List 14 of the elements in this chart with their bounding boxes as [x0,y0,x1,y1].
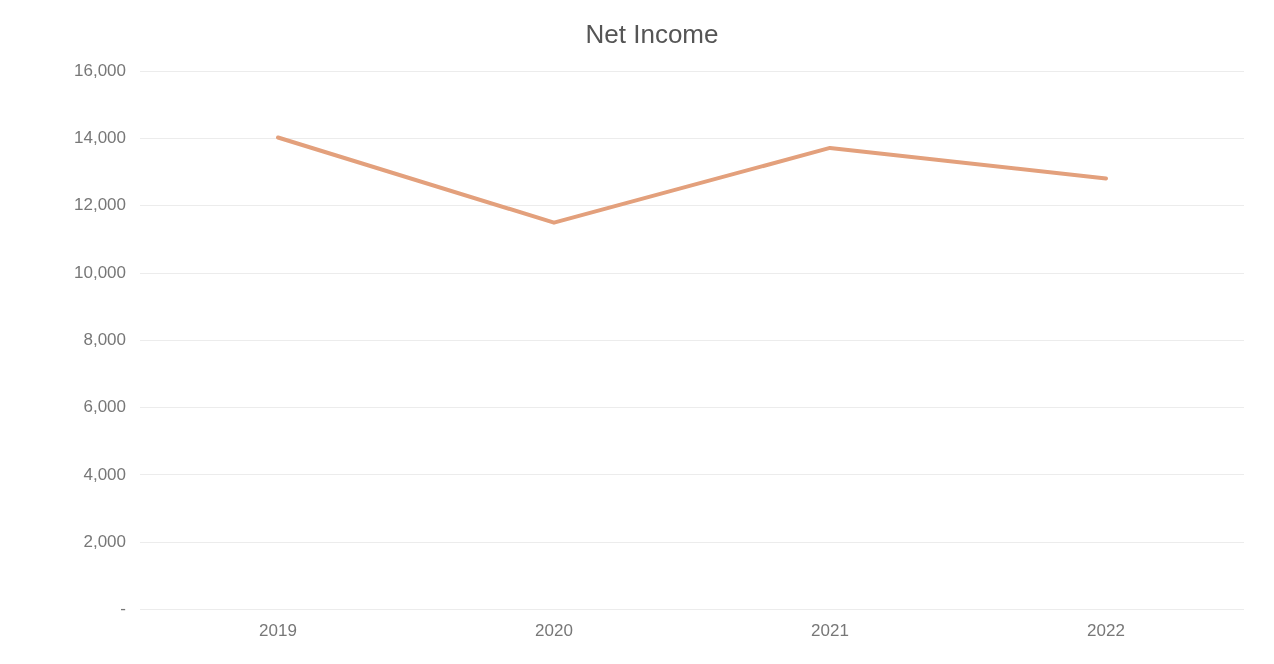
y-tick-label: 4,000 [83,464,126,484]
y-tick-label: 14,000 [74,128,126,148]
y-tick-label: 12,000 [74,195,126,215]
x-tick-label: 2021 [811,621,849,641]
x-tick-label: 2022 [1087,621,1125,641]
y-tick-label: 10,000 [74,262,126,282]
x-tick-label: 2019 [259,621,297,641]
y-tick-label: 2,000 [83,531,126,551]
chart-title: Net Income [585,18,719,49]
x-tick-label: 2020 [535,621,573,641]
y-tick-label: 8,000 [83,330,126,350]
y-tick-label: 16,000 [74,60,126,80]
y-tick-label: 6,000 [83,397,126,417]
y-tick-label: - [120,599,126,619]
